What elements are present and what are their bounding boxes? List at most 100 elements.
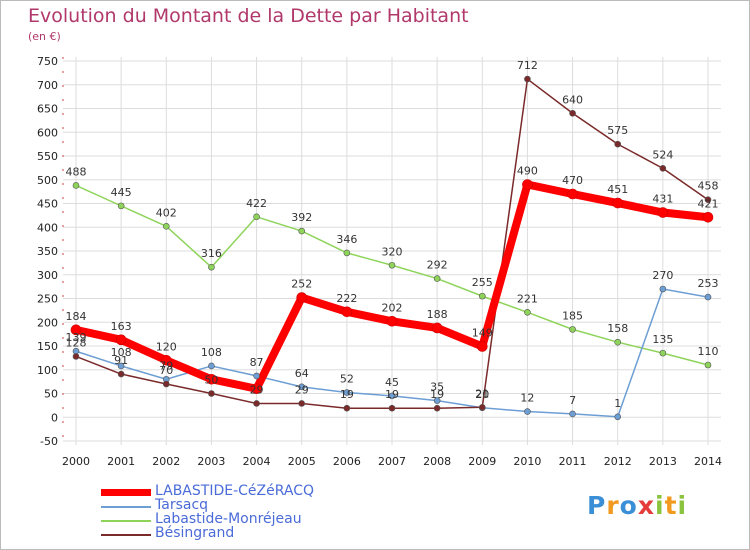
proxiti-logo: Proxiti bbox=[587, 491, 687, 520]
data-point bbox=[702, 211, 714, 223]
data-point bbox=[253, 213, 260, 221]
data-label: 451 bbox=[607, 183, 628, 196]
y-tick-label: 200 bbox=[37, 316, 58, 329]
data-label: 108 bbox=[201, 346, 222, 359]
x-tick-label: 2014 bbox=[694, 455, 722, 468]
y-tick-label: 50 bbox=[44, 388, 58, 401]
data-point bbox=[343, 404, 351, 412]
data-label: 292 bbox=[427, 259, 448, 272]
data-point bbox=[208, 263, 215, 271]
legend-label: Labastide-Monréjeau bbox=[155, 511, 302, 527]
x-tick-label: 2002 bbox=[152, 455, 180, 468]
data-label: 128 bbox=[66, 336, 87, 349]
data-point bbox=[72, 182, 80, 189]
logo-letter: i bbox=[677, 491, 688, 520]
data-label: 12 bbox=[520, 392, 534, 405]
data-label: 222 bbox=[336, 292, 357, 305]
data-point bbox=[162, 223, 170, 230]
data-label: 19 bbox=[385, 388, 399, 401]
data-label: 221 bbox=[517, 292, 538, 305]
x-tick-label: 2008 bbox=[423, 455, 451, 468]
data-point bbox=[298, 227, 306, 235]
data-label: 431 bbox=[652, 193, 673, 206]
legend-swatch-blue bbox=[101, 506, 151, 508]
data-label: 202 bbox=[382, 301, 403, 314]
x-tick-label: 2011 bbox=[559, 455, 587, 468]
data-label: 458 bbox=[698, 180, 719, 193]
y-tick-label: 650 bbox=[37, 103, 58, 116]
data-point bbox=[657, 207, 669, 218]
data-label: 35 bbox=[430, 381, 444, 394]
data-point bbox=[386, 315, 398, 327]
data-point bbox=[704, 293, 712, 301]
data-label: 7 bbox=[569, 394, 576, 407]
data-point bbox=[476, 341, 488, 352]
data-label: 108 bbox=[111, 346, 132, 359]
x-tick-label: 2001 bbox=[107, 455, 135, 468]
data-label: 320 bbox=[382, 245, 403, 258]
data-label: 70 bbox=[159, 364, 173, 377]
data-label: 135 bbox=[652, 333, 673, 346]
series-points-layer bbox=[70, 75, 714, 421]
data-point bbox=[115, 334, 127, 346]
data-point bbox=[704, 361, 712, 369]
data-label: 252 bbox=[291, 278, 312, 291]
data-point bbox=[478, 403, 486, 411]
data-point bbox=[614, 338, 622, 346]
data-point bbox=[659, 165, 667, 172]
logo-letter: r bbox=[606, 491, 620, 520]
logo-letter: x bbox=[637, 491, 655, 520]
data-label: 45 bbox=[385, 376, 399, 389]
data-label: 19 bbox=[340, 388, 354, 401]
axes-layer: -500501001502002503003504004505005506006… bbox=[37, 55, 722, 468]
data-point bbox=[208, 390, 215, 397]
data-label: 163 bbox=[111, 320, 132, 333]
data-point bbox=[478, 292, 486, 300]
data-point bbox=[253, 372, 260, 380]
y-tick-label: 350 bbox=[37, 245, 58, 258]
chart-title: Evolution du Montant de la Dette par Hab… bbox=[28, 5, 469, 27]
data-label: 445 bbox=[111, 186, 132, 199]
y-tick-label: 100 bbox=[37, 364, 58, 377]
data-label: 575 bbox=[607, 124, 628, 137]
data-point bbox=[704, 196, 712, 203]
data-label: 712 bbox=[517, 59, 538, 72]
data-label: 470 bbox=[562, 174, 583, 187]
data-point bbox=[343, 249, 351, 257]
data-label: 488 bbox=[66, 165, 87, 178]
data-point bbox=[612, 197, 624, 209]
legend-label: Tarsacq bbox=[155, 497, 209, 513]
data-point bbox=[298, 400, 306, 407]
data-point bbox=[614, 413, 622, 421]
data-point bbox=[569, 109, 576, 117]
logo-letter: t bbox=[664, 491, 678, 520]
y-tick-label: 300 bbox=[37, 269, 58, 282]
x-tick-label: 2013 bbox=[649, 455, 677, 468]
x-tick-label: 2009 bbox=[468, 455, 496, 468]
data-label: 158 bbox=[607, 322, 628, 335]
data-point bbox=[659, 285, 667, 293]
data-point bbox=[388, 404, 396, 412]
x-tick-label: 2004 bbox=[243, 455, 271, 468]
data-point bbox=[72, 353, 80, 360]
data-label: 29 bbox=[295, 383, 309, 396]
data-label: 188 bbox=[427, 308, 448, 321]
chart-unit-label: (en €) bbox=[28, 30, 61, 43]
data-point bbox=[251, 383, 262, 395]
data-label: 149 bbox=[472, 326, 493, 339]
y-tick-label: 400 bbox=[37, 221, 58, 234]
data-label: 640 bbox=[562, 93, 583, 106]
data-label: 270 bbox=[652, 269, 673, 282]
data-label: 402 bbox=[156, 206, 177, 219]
data-point bbox=[524, 308, 531, 316]
data-label: 120 bbox=[156, 340, 177, 353]
data-point bbox=[206, 373, 217, 385]
data-point bbox=[162, 380, 170, 388]
grid-layer bbox=[63, 57, 721, 445]
data-point bbox=[614, 140, 622, 148]
data-point bbox=[524, 75, 531, 83]
x-tick-label: 2003 bbox=[197, 455, 225, 468]
data-point bbox=[117, 362, 125, 370]
